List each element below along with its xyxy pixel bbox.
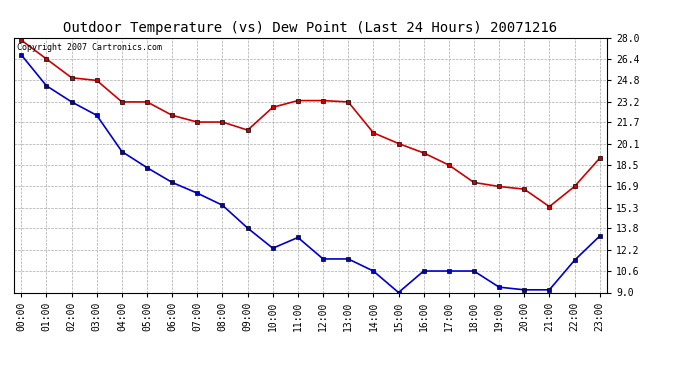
Title: Outdoor Temperature (vs) Dew Point (Last 24 Hours) 20071216: Outdoor Temperature (vs) Dew Point (Last… — [63, 21, 558, 35]
Text: Copyright 2007 Cartronics.com: Copyright 2007 Cartronics.com — [17, 43, 161, 52]
